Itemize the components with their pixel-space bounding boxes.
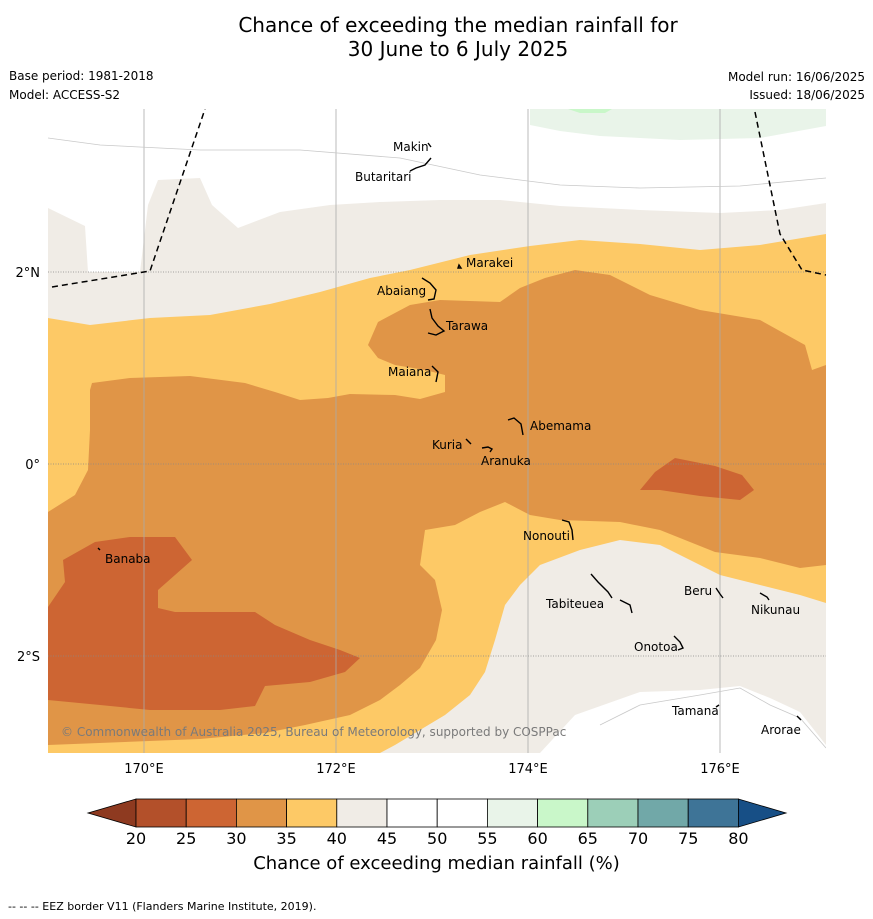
island-kuria <box>465 438 472 445</box>
colorbar-tick-label: 25 <box>176 829 196 848</box>
label-butaritari: Butaritari <box>355 170 412 184</box>
colorbar-tick-label: 80 <box>728 829 748 848</box>
colorbar-tick-label: 70 <box>628 829 648 848</box>
colorbar-segment <box>537 798 589 828</box>
island-abemama <box>507 417 524 436</box>
label-tarawa: Tarawa <box>445 319 488 333</box>
eez-border <box>51 109 826 288</box>
island-tarawa <box>427 308 446 336</box>
colorbar-segment <box>286 798 338 828</box>
colorbar-segment <box>637 798 689 828</box>
island-nonouti <box>561 519 574 541</box>
place-labels: Makin Butaritari Marakei Abaiang Tarawa … <box>105 140 801 737</box>
label-nonouti: Nonouti <box>523 529 570 543</box>
island-beru <box>715 587 724 599</box>
map-title-line1: Chance of exceeding the median rainfall … <box>238 13 678 37</box>
lat-tick-2n: 2°N <box>16 266 41 281</box>
lat-tick-2s: 2°S <box>17 650 40 665</box>
model-run-date: Model run: 16/06/2025 <box>727 70 865 84</box>
colorbar-tick-label: 35 <box>276 829 296 848</box>
lon-tick-172e: 172°E <box>316 762 356 777</box>
colorbar-tick-label: 30 <box>226 829 246 848</box>
label-onotoa: Onotoa <box>634 640 678 654</box>
label-makin: Makin <box>393 140 429 154</box>
label-banaba: Banaba <box>105 552 151 566</box>
island-aranuka <box>481 446 494 453</box>
island-maiana <box>431 365 439 383</box>
label-kuria: Kuria <box>432 438 463 452</box>
colorbar-segment <box>185 798 237 828</box>
island-tamana <box>715 704 720 708</box>
map-title-line2: 30 June to 6 July 2025 <box>347 37 569 61</box>
band-25-30 <box>48 537 360 710</box>
band-60-65 <box>568 109 612 113</box>
colorbar-segment <box>587 798 639 828</box>
colorbar-tick-label: 55 <box>477 829 497 848</box>
colorbar-segment <box>135 798 187 828</box>
island-makin <box>427 142 432 148</box>
label-abaiang: Abaiang <box>377 284 426 298</box>
colorbar-tick-label: 75 <box>678 829 698 848</box>
colorbar-tick-label: 50 <box>427 829 447 848</box>
lon-tick-174e: 174°E <box>508 762 548 777</box>
island-arorae <box>796 715 802 721</box>
colorbar-segment <box>235 798 287 828</box>
colorbar-segment <box>436 798 488 828</box>
lon-tick-labels: 170°E 172°E 174°E 176°E <box>124 762 740 777</box>
colorbar-tick-label: 40 <box>327 829 347 848</box>
island-tabiteuea <box>590 573 633 614</box>
island-banaba <box>97 547 101 551</box>
colorbar-segment <box>386 798 438 828</box>
label-arorae: Arorae <box>761 723 801 737</box>
colorbar-tick-label: 65 <box>578 829 598 848</box>
colorbar-tick-label: 60 <box>527 829 547 848</box>
island-abaiang <box>421 277 437 301</box>
colorbar-extend-high <box>738 798 788 828</box>
label-aranuka: Aranuka <box>481 454 531 468</box>
colorbar-segment <box>486 798 538 828</box>
lon-tick-170e: 170°E <box>124 762 164 777</box>
label-tabiteuea: Tabiteuea <box>545 597 604 611</box>
band-55-60 <box>275 109 826 140</box>
lon-tick-176e: 176°E <box>700 762 740 777</box>
model-name: Model: ACCESS-S2 <box>9 88 121 102</box>
issued-date: Issued: 18/06/2025 <box>749 88 865 102</box>
colorbar-extend-low <box>86 798 137 828</box>
copyright-notice: © Commonwealth of Australia 2025, Bureau… <box>61 725 566 739</box>
label-beru: Beru <box>684 584 712 598</box>
base-period: Base period: 1981-2018 <box>9 69 154 83</box>
contour-lines <box>48 137 826 749</box>
island-butaritari <box>409 157 432 172</box>
lat-tick-labels: 2°N 0° 2°S <box>16 266 41 665</box>
colorbar-segment <box>336 798 388 828</box>
island-onotoa <box>673 635 684 651</box>
rainfall-probability-field: Makin Butaritari Marakei Abaiang Tarawa … <box>48 109 826 753</box>
band-45-55-south <box>540 686 826 753</box>
lat-tick-0: 0° <box>25 458 40 473</box>
colorbar-tick-label: 45 <box>377 829 397 848</box>
lat-gridlines <box>48 271 826 657</box>
label-nikunau: Nikunau <box>751 603 800 617</box>
island-marakei <box>457 263 463 269</box>
label-abemama: Abemama <box>530 419 591 433</box>
lon-gridlines <box>143 109 721 753</box>
colorbar: 20 25 30 35 40 45 50 55 60 65 70 75 80 <box>86 798 788 848</box>
band-25-30-east <box>640 458 754 500</box>
colorbar-segment <box>687 798 739 828</box>
colorbar-label: Chance of exceeding median rainfall (%) <box>253 853 620 874</box>
label-marakei: Marakei <box>466 256 513 270</box>
eez-footnote: -- -- -- EEZ border V11 (Flanders Marine… <box>8 900 317 913</box>
island-outlines <box>97 142 802 721</box>
label-maiana: Maiana <box>388 365 431 379</box>
island-nikunau <box>759 592 770 601</box>
colorbar-tick-label: 20 <box>126 829 146 848</box>
label-tamana: Tamana <box>671 704 719 718</box>
